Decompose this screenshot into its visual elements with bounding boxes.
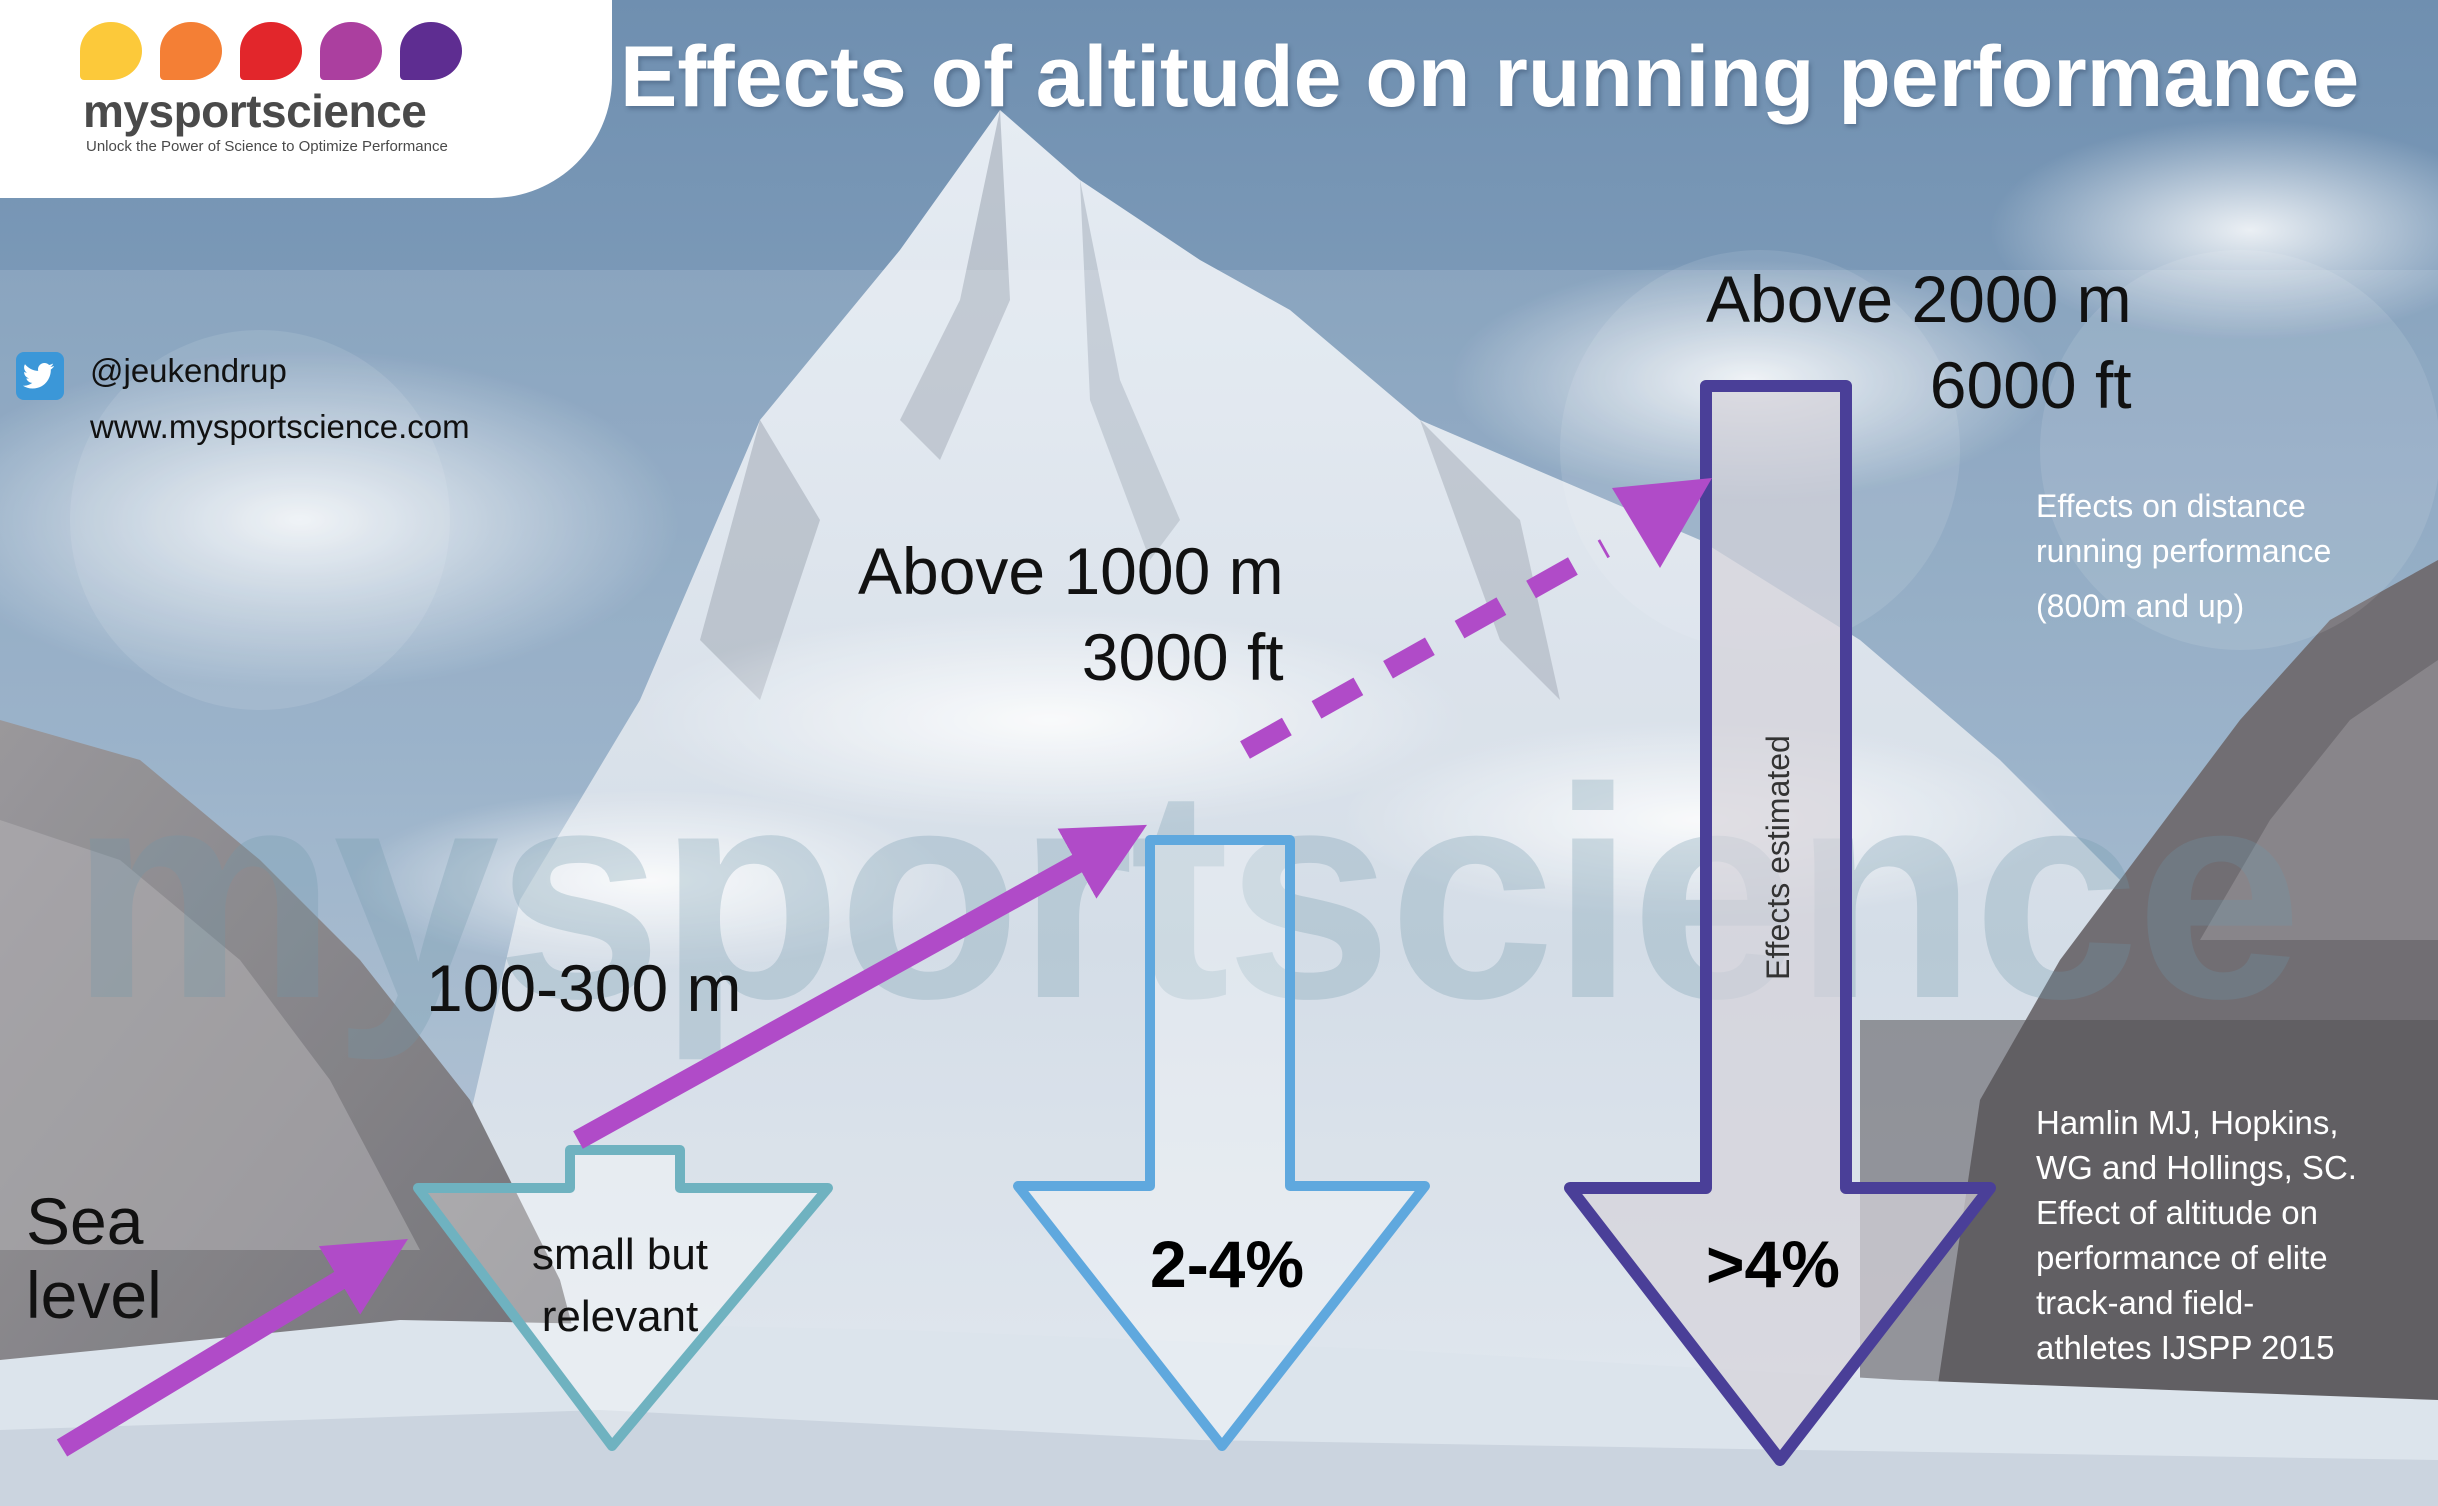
- mid-altitude-label: Above 1000 m 3000 ft: [858, 528, 1284, 700]
- reference-line4: performance of elite: [2036, 1239, 2328, 1276]
- sea-level-label: Sea level: [26, 1184, 162, 1332]
- effect-arrow-small: [413, 1145, 833, 1451]
- reference-line2: WG and Hollings, SC.: [2036, 1149, 2357, 1186]
- progress-arrow-low-to-mid: [573, 824, 1147, 1149]
- mid-altitude-line1: Above 1000 m: [858, 534, 1284, 608]
- page-title: Effects of altitude on running performan…: [620, 29, 2360, 125]
- logo-dot-red: [240, 22, 302, 80]
- logo-dot-yellow: [80, 22, 142, 80]
- logo-dot-orange: [160, 22, 222, 80]
- effect-small-label: small but relevant: [500, 1224, 740, 1348]
- reference-block: Hamlin MJ, Hopkins, WG and Hollings, SC.…: [2036, 1100, 2357, 1370]
- reference-line5: track-and field-: [2036, 1284, 2255, 1321]
- progress-arrow-head-high: [1612, 478, 1712, 568]
- logo-dot-purple: [400, 22, 462, 80]
- low-altitude-label: 100-300 m: [426, 951, 742, 1025]
- info-line1: Effects on distance: [2036, 488, 2306, 524]
- logo-dot-magenta: [320, 22, 382, 80]
- effect-high-value: >4%: [1706, 1227, 1840, 1301]
- twitter-icon[interactable]: [16, 352, 64, 400]
- reference-line3: Effect of altitude on: [2036, 1194, 2318, 1231]
- effect-arrow-2-4: [1013, 835, 1430, 1451]
- effect-small-line2: relevant: [541, 1292, 699, 1341]
- effect-small-line1: small but: [531, 1230, 709, 1279]
- reference-line1: Hamlin MJ, Hopkins,: [2036, 1104, 2339, 1141]
- effects-estimated-note: Effects estimated: [1760, 735, 1796, 980]
- info-line2: running performance: [2036, 533, 2332, 569]
- sea-level-line2: level: [26, 1258, 162, 1332]
- brand-tagline: Unlock the Power of Science to Optimize …: [86, 138, 448, 155]
- sea-level-line1: Sea: [26, 1184, 144, 1258]
- high-altitude-line2: 6000 ft: [1929, 348, 2132, 422]
- watermark: mysportscience: [70, 725, 2302, 1061]
- twitter-handle[interactable]: @jeukendrup: [90, 352, 287, 389]
- mid-altitude-line2: 3000 ft: [1081, 620, 1284, 694]
- high-altitude-label: Above 2000 m 6000 ft: [1706, 256, 2132, 428]
- logo-dots: [80, 22, 462, 80]
- progress-arrow-sea-to-low: [56, 1239, 408, 1457]
- high-altitude-line1: Above 2000 m: [1706, 262, 2132, 336]
- website-link[interactable]: www.mysportscience.com: [90, 408, 470, 445]
- reference-line6: athletes IJSPP 2015: [2036, 1329, 2335, 1366]
- progress-arrow-mid-to-high: [1240, 539, 1610, 759]
- effect-arrow-over-4: [1564, 380, 1996, 1466]
- info-block: Effects on distance running performance …: [2036, 484, 2331, 629]
- info-line3: (800m and up): [2036, 588, 2245, 624]
- effect-mid-value: 2-4%: [1150, 1227, 1305, 1301]
- brand-name: mysportscience: [83, 85, 427, 137]
